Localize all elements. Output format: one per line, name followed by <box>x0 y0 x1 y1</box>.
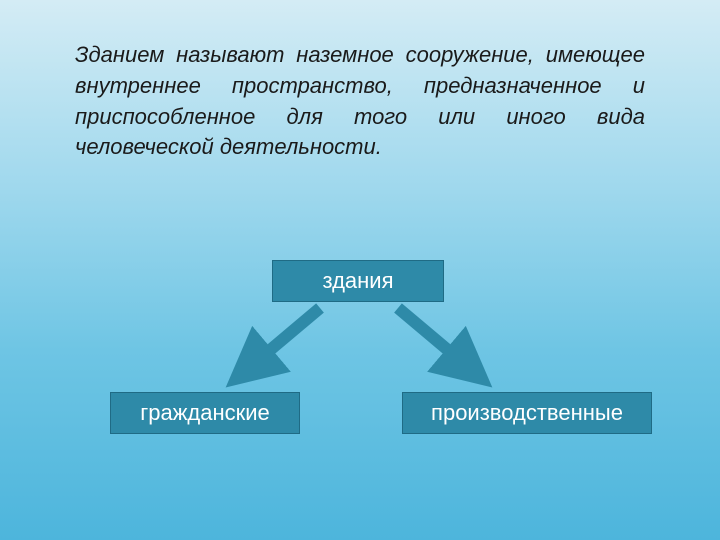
tree-right-node: производственные <box>402 392 652 434</box>
tree-left-node: гражданские <box>110 392 300 434</box>
definition-paragraph: Зданием называют наземное сооружение, им… <box>75 40 645 163</box>
tree-right-label: производственные <box>431 400 623 426</box>
tree-root-node: здания <box>272 260 444 302</box>
tree-root-label: здания <box>322 268 393 294</box>
tree-left-label: гражданские <box>140 400 270 426</box>
